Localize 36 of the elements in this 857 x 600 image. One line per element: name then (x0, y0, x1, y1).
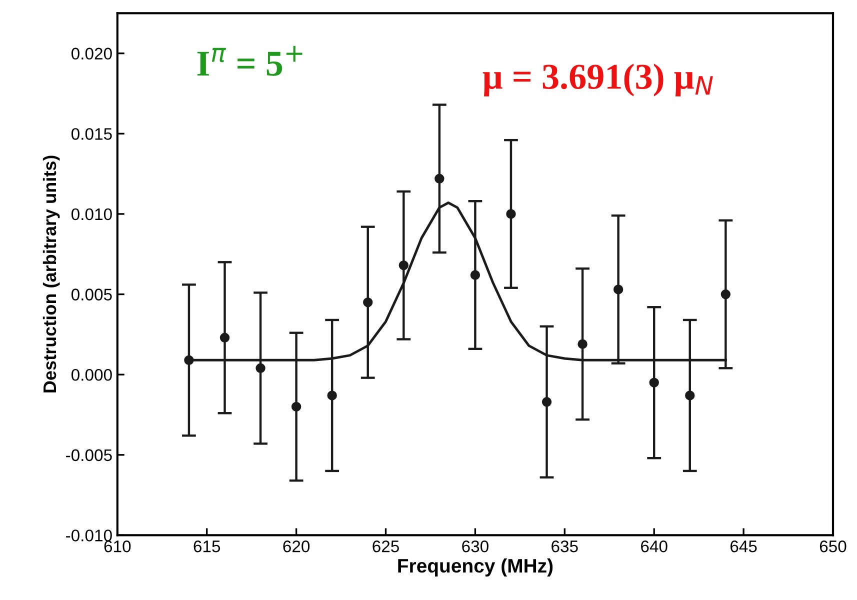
x-tick-label: 615 (194, 540, 220, 552)
point (613, 284, 624, 294)
x-tick-label: 630 (462, 540, 488, 552)
y-tick-label: 0.015 (71, 128, 112, 140)
x-tick-label: 640 (641, 540, 668, 552)
x-tick-label: 610 (104, 540, 131, 552)
x-tick-label: 650 (820, 540, 846, 552)
point (327, 390, 337, 400)
point (220, 332, 230, 343)
point (649, 378, 659, 388)
point (363, 297, 373, 308)
point (291, 402, 302, 412)
x-tick-label: 635 (552, 540, 578, 552)
point (398, 260, 409, 270)
y-tick-label: 0.010 (71, 208, 112, 220)
point (542, 397, 552, 407)
point (578, 339, 588, 349)
y-tick-label: -0.010 (66, 530, 112, 542)
x-tick-label: 620 (283, 540, 310, 552)
x-axis-title: Frequency (MHz) (398, 558, 553, 576)
point (184, 355, 194, 365)
y-tick-label: 0.005 (71, 288, 112, 300)
point (685, 390, 695, 400)
y-axis-title: Destruction (arbitrary units) (42, 156, 60, 392)
x-tick-label: 625 (372, 540, 399, 552)
y-tick-label: 0.020 (71, 48, 112, 60)
point (256, 363, 266, 374)
point (434, 174, 444, 184)
x-tick-label: 645 (730, 540, 757, 552)
annotation: I$^{π}$ = 5$^{+}$ (197, 46, 302, 76)
annotation: μ = 3.691(3) μ$_{N}$ (482, 64, 713, 96)
y-tick-label: 0.000 (71, 368, 112, 381)
y-tick-label: -0.005 (66, 449, 112, 462)
point (506, 209, 516, 219)
point (720, 289, 731, 300)
point (470, 270, 480, 280)
